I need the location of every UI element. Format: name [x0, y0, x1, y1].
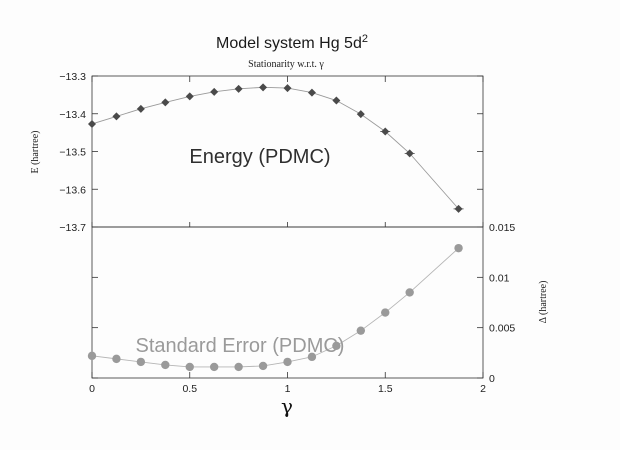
- standard-error-point: [307, 352, 317, 362]
- top-y-tick-label: −13.3: [59, 71, 86, 83]
- top-y-tick-label: −13.5: [59, 147, 86, 159]
- x-axis-label: γ: [281, 394, 293, 418]
- standard-error-series: [87, 243, 463, 372]
- standard-error-point: [283, 357, 292, 367]
- top-y-tick-label: −13.4: [59, 109, 86, 121]
- chart-subtitle: Stationarity w.r.t. γ: [248, 59, 324, 70]
- energy-point: [234, 84, 243, 93]
- chart-title-superscript: 2: [362, 33, 368, 45]
- standard-error-point: [209, 362, 219, 372]
- energy-point: [356, 110, 365, 119]
- energy-series: [88, 83, 464, 213]
- energy-point: [259, 83, 268, 92]
- standard-error-point: [454, 243, 463, 253]
- bottom-y-tick-label: 0: [489, 373, 495, 385]
- standard-error-point: [112, 354, 121, 364]
- energy-point: [283, 84, 292, 93]
- energy-point: [210, 87, 219, 96]
- standard-error-point: [136, 357, 146, 367]
- top-y-tick-label: −13.7: [59, 222, 86, 234]
- energy-point: [454, 204, 463, 213]
- energy-point: [161, 98, 170, 107]
- standard-error-point: [332, 341, 341, 350]
- energy-point: [136, 104, 145, 113]
- standard-error-annotation: Standard Error (PDMC): [136, 335, 345, 357]
- standard-error-point: [405, 288, 414, 297]
- energy-annotation: Energy (PDMC): [189, 146, 330, 168]
- x-tick-label: 0: [89, 383, 95, 395]
- bottom-y-tick-label: 0.015: [489, 222, 515, 234]
- energy-point: [405, 149, 414, 158]
- standard-error-point: [185, 362, 194, 372]
- standard-error-point: [234, 362, 243, 372]
- bottom-y-tick-label: 0.01: [489, 272, 510, 284]
- ticks-layer: −13.3 −13.4 −13.5 −13.6 −13.7 0 0.005 0.01 0.015…: [59, 71, 515, 395]
- standard-error-point: [161, 360, 170, 370]
- energy-point: [381, 127, 390, 136]
- x-tick-label: 1: [285, 383, 291, 395]
- bottom-y2-axis-label: Δ (hartree): [538, 281, 549, 324]
- chart-title-text: Model system Hg 5d: [216, 35, 362, 52]
- energy-point: [332, 96, 341, 105]
- x-tick-label: 1.5: [378, 383, 393, 395]
- x-tick-label: 2: [480, 383, 486, 395]
- energy-point: [112, 112, 121, 121]
- standard-error-point: [87, 351, 97, 361]
- energy-point: [185, 92, 194, 101]
- energy-point: [88, 119, 96, 128]
- bottom-y-tick-label: 0.005: [489, 323, 515, 335]
- chart-title: Model system Hg 5d2: [216, 33, 368, 52]
- top-y-axis-label: E (hartree): [30, 130, 41, 173]
- energy-point: [307, 88, 316, 97]
- top-y-tick-label: −13.6: [59, 184, 86, 196]
- x-tick-label: 0.5: [182, 383, 197, 395]
- standard-error-point: [258, 361, 268, 371]
- standard-error-point: [356, 326, 366, 335]
- standard-error-point: [381, 308, 390, 317]
